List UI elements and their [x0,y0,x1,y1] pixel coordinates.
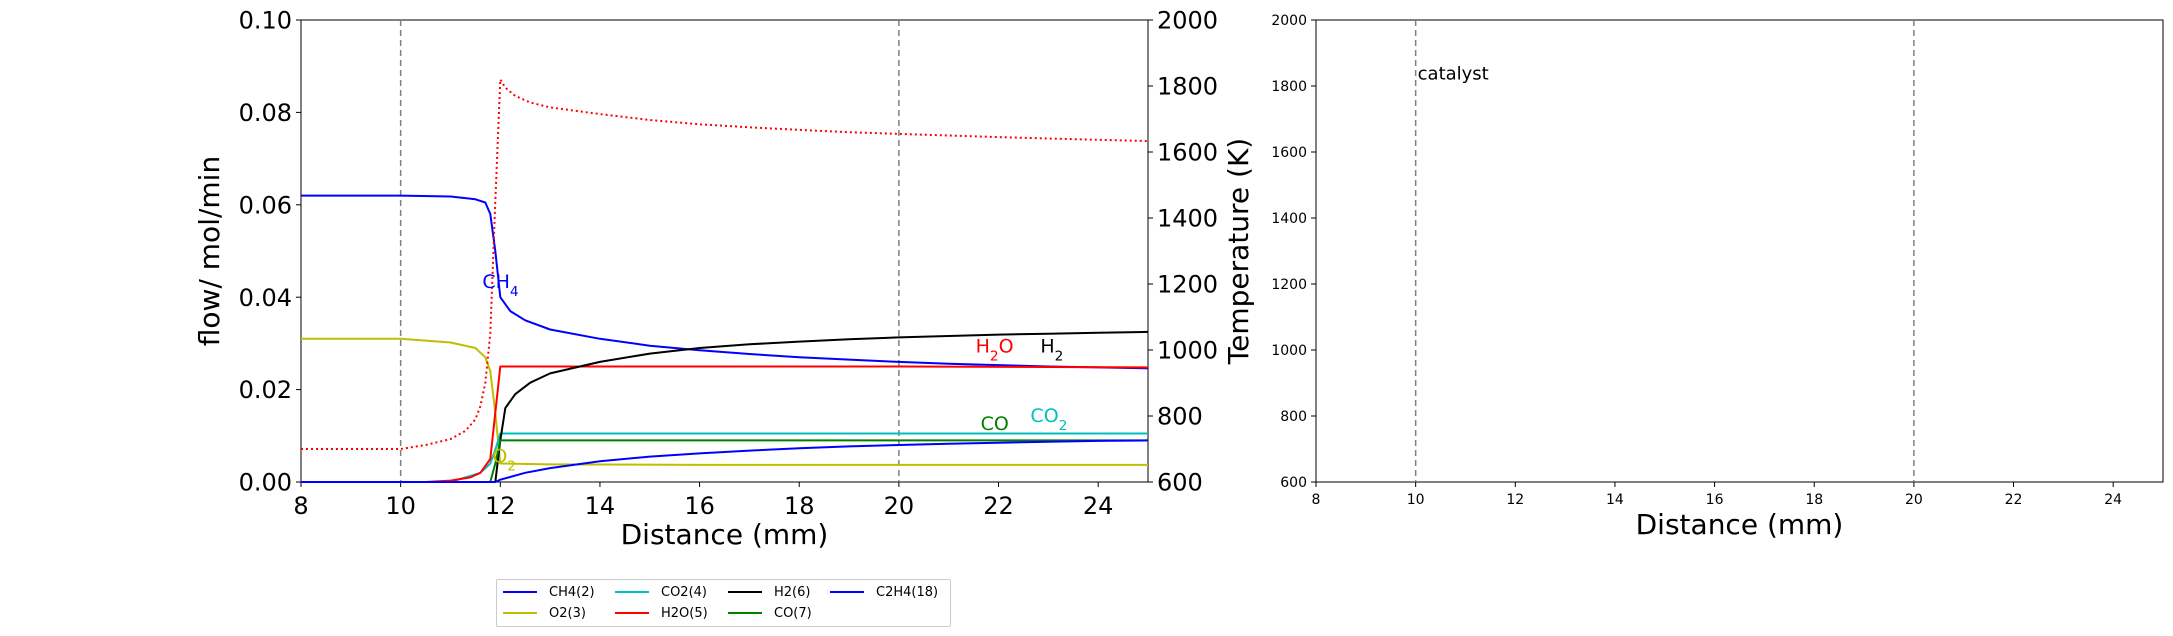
legend-swatch [728,612,762,614]
annotation-label: catalyst [1418,63,1489,84]
y-tick-label: 0.06 [239,191,292,219]
y-axis-label: flow/ mol/min [193,156,226,346]
y-tick-label: 0.04 [239,284,292,312]
main-axes: 8 10 12 14 16 18 20 22 240.000.020.040.060.080.1… [193,7,1255,551]
y2-tick-label: 800 [1157,403,1203,431]
x-tick-label: 24 [1083,492,1114,520]
y-tick-label: 2000 [1271,13,1307,29]
label-text: CH [482,271,510,293]
x-tick-label: 10 [1407,492,1425,508]
y-tick-label: 1800 [1271,79,1307,95]
x-tick-label: 14 [1606,492,1624,508]
legend-swatch [615,591,649,593]
y2-axis-label: Temperature (K) [1222,138,1255,365]
legend-item: O2(3) [503,603,586,623]
label-text: O [492,446,507,468]
y2-tick-label: 1000 [1157,337,1218,365]
y-tick-label: 0.10 [239,7,292,35]
plot-frame [1315,19,2164,483]
x-axis-label: Distance (mm) [621,518,829,551]
y-tick-label: 0.00 [239,469,292,497]
label-subscript: 2 [990,349,999,365]
x-tick-label: 24 [2104,492,2122,508]
y2-tick-label: 1800 [1157,73,1218,101]
x-tick-label: 16 [1706,492,1724,508]
y-tick-label: 0.08 [239,99,292,127]
legend-item: H2(6) [728,582,810,602]
x-tick-label: 8 [293,492,308,520]
x-tick-label: 12 [1506,492,1524,508]
legend-item: H2O(5) [615,603,708,623]
annotation-label: CO2 [1030,405,1067,434]
x-tick-label: 10 [385,492,416,520]
legend-swatch [728,591,762,593]
legend-label: CO(7) [774,605,812,621]
legend-item: CH4(2) [503,582,595,602]
x-tick-label: 16 [684,492,715,520]
legend-swatch [503,591,537,593]
legend-label: O2(3) [549,605,586,621]
annotation-label: H2 [1040,336,1063,365]
label-text: CO [1030,405,1058,427]
y-tick-label: 1000 [1271,343,1307,359]
y-tick-label: 600 [1280,475,1307,491]
y2-tick-label: 1400 [1157,205,1218,233]
y-tick-label: 1200 [1271,277,1307,293]
legend-swatch [830,591,864,593]
label-text: O [999,336,1014,358]
x-tick-label: 22 [2005,492,2023,508]
legend-label: H2(6) [774,584,811,600]
annotation-label: O2 [492,446,516,475]
legend: CH4(2) CO2(4) H2(6) C2H4(18) O2(3) H2O(5… [496,579,951,627]
label-text: CO [981,413,1009,435]
plot-frame [300,19,1149,483]
y2-tick-label: 2000 [1157,7,1218,35]
series-line [301,365,1149,483]
label-text: catalyst [1418,63,1489,84]
legend-item: CO2(4) [615,582,707,602]
legend-label: H2O(5) [661,605,708,621]
y-tick-label: 1400 [1271,211,1307,227]
temperature-line [301,78,1149,450]
y-tick-label: 0.02 [239,376,292,404]
y2-tick-label: 600 [1157,469,1203,497]
y2-tick-label: 1200 [1157,271,1218,299]
y-tick-label: 800 [1280,409,1307,425]
x-tick-label: 12 [485,492,516,520]
label-subscript: 2 [1055,349,1064,365]
right-axes: 8 10 12 14 16 18 20 22 24 600 800 1000 1200 1400 1600 1… [1271,13,2164,541]
legend-swatch [503,612,537,614]
x-axis-label: Distance (mm) [1636,508,1844,541]
x-tick-label: 20 [884,492,915,520]
legend-swatch [615,612,649,614]
legend-item: C2H4(18) [830,582,938,602]
x-tick-label: 18 [784,492,815,520]
series-line [301,194,1149,370]
label-subscript: 2 [507,459,516,475]
label-text: H [976,336,990,358]
label-subscript: 2 [1059,418,1068,434]
y2-tick-label: 1600 [1157,139,1218,167]
annotation-label: H2O [976,336,1014,365]
series-line [301,439,1148,483]
legend-label: C2H4(18) [876,584,939,600]
x-tick-label: 8 [1312,492,1321,508]
x-tick-label: 20 [1905,492,1923,508]
x-tick-label: 14 [585,492,616,520]
series-line [301,330,1149,483]
x-tick-label: 18 [1805,492,1823,508]
label-subscript: 4 [510,284,519,300]
legend-item: CO(7) [728,603,812,623]
annotation-label: CH4 [482,271,518,300]
series-line [301,439,1149,483]
legend-label: CH4(2) [549,584,595,600]
annotation-label: CO [981,413,1009,435]
y-tick-label: 1600 [1271,145,1307,161]
x-tick-label: 22 [983,492,1014,520]
series-line [301,337,1148,466]
label-text: H [1040,336,1054,358]
legend-label: CO2(4) [661,584,707,600]
